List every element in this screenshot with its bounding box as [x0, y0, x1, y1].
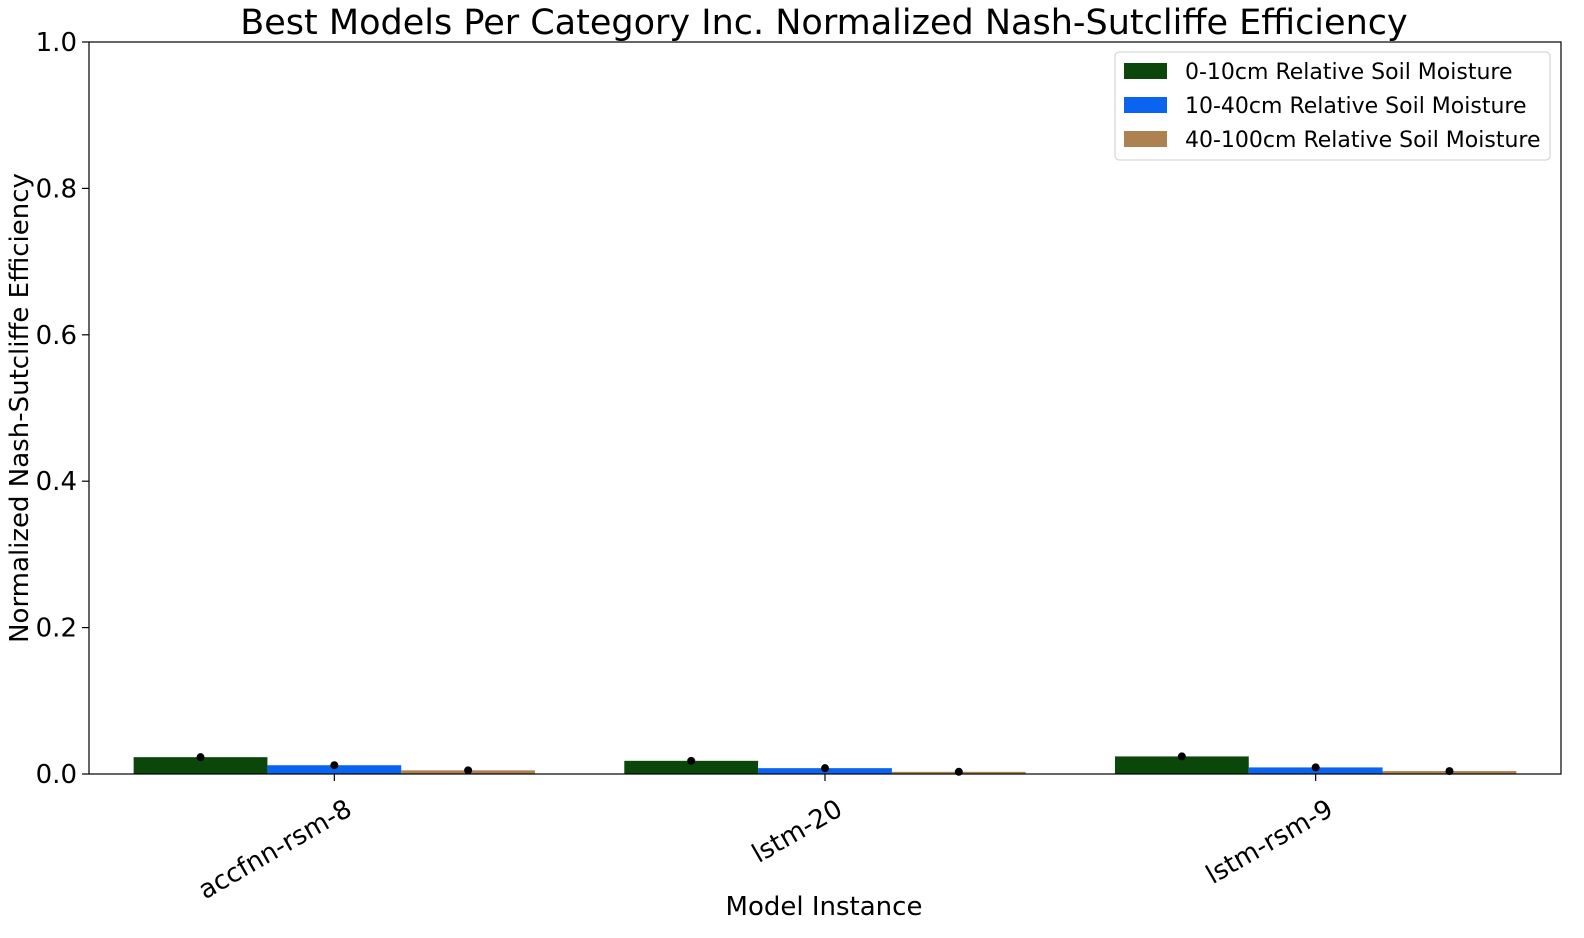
mean-marker-lstm-rsm-9-series-1 — [1311, 763, 1320, 772]
mean-marker-accfnn-rsm-8-series-2 — [464, 766, 473, 775]
y-tick-label: 0.4 — [36, 467, 77, 497]
y-tick-label: 1.0 — [36, 28, 77, 58]
y-tick-label: 0.0 — [36, 760, 77, 790]
mean-marker-lstm-20-series-1 — [821, 764, 829, 773]
bar-accfnn-rsm-8-series-1 — [267, 765, 402, 774]
y-tick-label: 0.6 — [36, 321, 77, 351]
x-tick-label: accfnn-rsm-8 — [193, 794, 357, 906]
legend-label: 10-40cm Relative Soil Moisture — [1185, 94, 1526, 119]
legend-label: 40-100cm Relative Soil Moisture — [1185, 128, 1540, 153]
x-tick-label: lstm-rsm-9 — [1201, 794, 1338, 891]
mean-marker-lstm-20-series-2 — [954, 767, 963, 776]
legend-swatch — [1124, 97, 1167, 113]
mean-marker-lstm-rsm-9-series-0 — [1177, 752, 1186, 761]
legend-label: 0-10cm Relative Soil Moisture — [1185, 60, 1513, 85]
mean-marker-lstm-rsm-9-series-2 — [1445, 767, 1454, 776]
bar-lstm-20-series-0 — [624, 760, 759, 774]
mean-marker-accfnn-rsm-8-series-1 — [330, 761, 339, 770]
x-tick-label: lstm-20 — [747, 794, 848, 869]
mean-marker-lstm-20-series-0 — [687, 756, 696, 765]
y-tick-label: 0.2 — [36, 614, 77, 644]
axes-frame — [88, 41, 1562, 775]
legend: 0-10cm Relative Soil Moisture 10-40cm Rel… — [1114, 51, 1551, 161]
y-tick-label: 0.8 — [36, 174, 77, 204]
bar-lstm-rsm-9-series-0 — [1114, 756, 1249, 774]
legend-swatch — [1124, 63, 1167, 79]
y-axis-label: Normalized Nash-Sutcliffe Efficiency — [5, 173, 35, 643]
bar-accfnn-rsm-8-series-0 — [133, 757, 268, 774]
legend-swatch — [1124, 131, 1167, 147]
chart-title: Best Models Per Category Inc. Normalized… — [240, 3, 1407, 43]
x-axis-label: Model Instance — [726, 892, 923, 922]
mean-marker-accfnn-rsm-8-series-0 — [196, 753, 205, 762]
legend-box — [1114, 51, 1551, 161]
